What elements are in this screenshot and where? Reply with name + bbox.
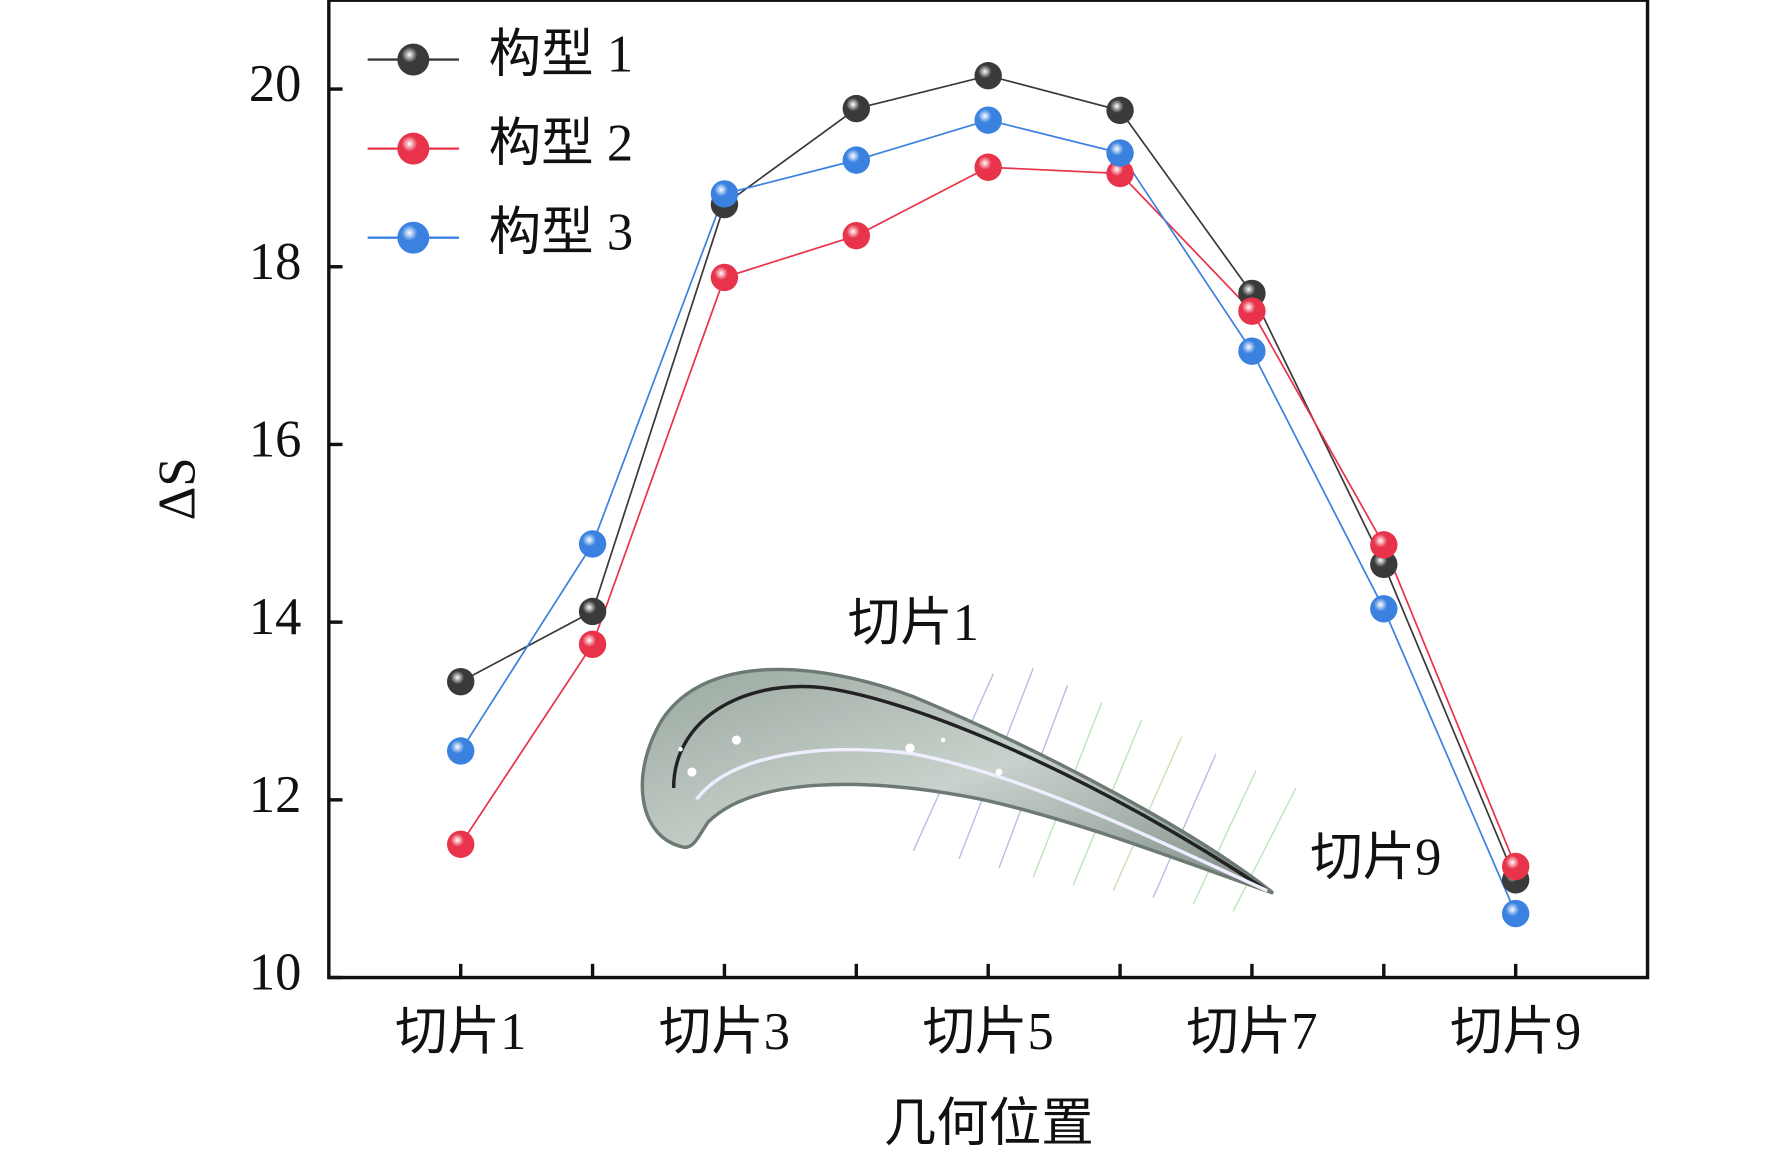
data-point (578, 530, 607, 558)
data-point (842, 146, 871, 174)
data-point (1370, 531, 1398, 559)
y-tick-label: 14 (249, 588, 302, 646)
data-point (578, 630, 607, 659)
y-axis-label: ΔS (149, 457, 207, 520)
legend-label: 构型 2 (489, 115, 633, 173)
x-tick-label: 切片1 (395, 1003, 526, 1061)
legend-marker (397, 43, 430, 76)
data-point (1106, 96, 1134, 125)
data-point (1238, 337, 1266, 365)
x-tick-label: 切片3 (659, 1003, 790, 1061)
legend-marker (397, 221, 430, 254)
x-tick-label: 切片7 (1186, 1003, 1317, 1061)
annotation: 切片1 (848, 594, 979, 652)
data-point (1106, 159, 1134, 188)
y-tick-label: 10 (249, 944, 302, 1002)
data-point (1370, 595, 1398, 623)
data-point (446, 667, 475, 696)
annotation: 切片9 (1310, 828, 1441, 886)
x-tick-label: 切片9 (1450, 1003, 1581, 1061)
blade-illustration (640, 667, 1297, 912)
data-point (974, 106, 1002, 134)
data-point (710, 263, 739, 292)
x-axis-label: 几何位置 (884, 1094, 1094, 1152)
y-tick-label: 16 (249, 410, 302, 468)
data-point (446, 737, 475, 765)
data-point (446, 830, 475, 858)
x-tick-label: 切片5 (923, 1003, 1054, 1061)
y-tick-label: 18 (249, 233, 302, 291)
data-point (1370, 550, 1398, 579)
y-tick-label: 12 (249, 766, 302, 824)
y-tick-label: 20 (249, 55, 302, 113)
data-point (842, 221, 871, 250)
data-point (1238, 297, 1266, 325)
legend-marker (397, 132, 430, 165)
data-point (578, 597, 607, 626)
legend-label: 构型 1 (489, 26, 633, 84)
data-point (1501, 852, 1530, 881)
data-point (974, 62, 1002, 90)
data-point (1501, 899, 1530, 928)
data-point (1106, 139, 1134, 167)
data-point (710, 180, 739, 208)
data-point (842, 94, 871, 123)
legend-label: 构型 3 (489, 204, 633, 262)
data-point (974, 153, 1002, 181)
